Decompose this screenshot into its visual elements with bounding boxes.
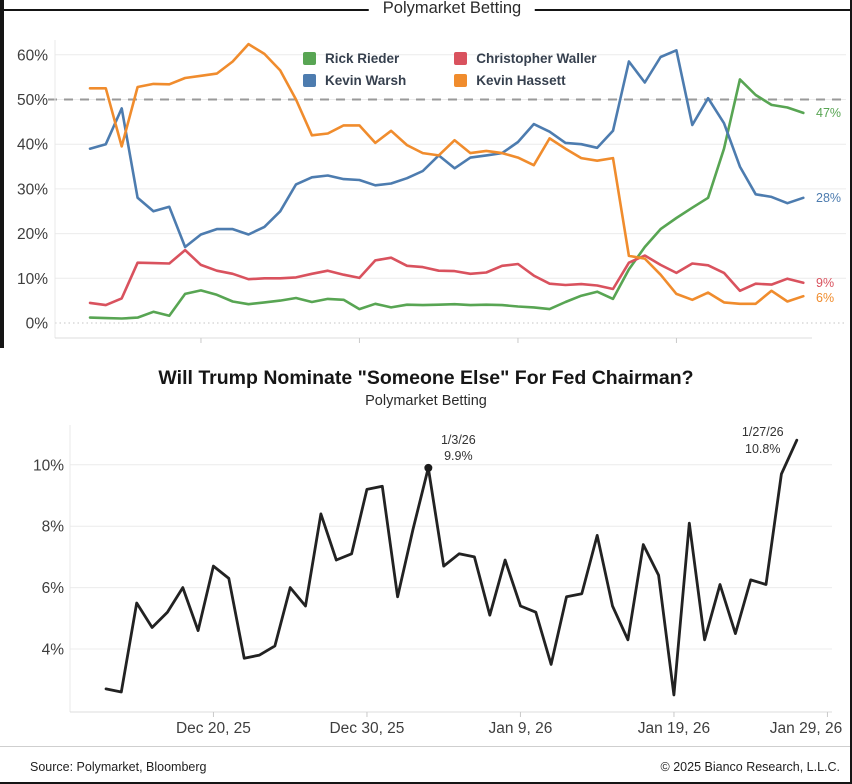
legend-swatch-green-icon <box>303 52 316 65</box>
legend-swatch-red-icon <box>454 52 468 65</box>
y-tick-label: 40% <box>17 137 48 154</box>
y-tick-label: 60% <box>17 47 48 64</box>
y-tick-label: 4% <box>42 642 65 659</box>
y-tick-label: 8% <box>42 519 65 536</box>
y-tick-label: 50% <box>17 92 48 109</box>
y-tick-label: 20% <box>17 226 48 243</box>
top-chart-legend: Rick Rieder Christopher Waller Kevin War… <box>303 51 597 88</box>
legend-item-kevin-hassett: Kevin Hassett <box>454 73 596 88</box>
end-label-rick-rieder: 47% <box>816 106 841 120</box>
series-line-kevin-warsh <box>88 48 805 249</box>
x-tick-label: Jan 9, 26 <box>489 720 553 737</box>
legend-item-christopher-waller: Christopher Waller <box>454 51 597 66</box>
annotation-date: 1/27/26 <box>742 425 784 439</box>
footer-source: Source: Polymarket, Bloomberg <box>30 760 207 774</box>
legend-label: Christopher Waller <box>476 51 597 66</box>
series-line-kevin-hassett <box>88 42 805 306</box>
panel-border-left <box>0 0 4 348</box>
annotation-value: 10.8% <box>745 442 780 456</box>
y-tick-label: 10% <box>33 457 64 474</box>
x-tick-label: Dec 30, 25 <box>329 720 404 737</box>
series-line-christopher-waller <box>88 248 805 307</box>
annotation-date: 1/3/26 <box>441 433 476 447</box>
y-tick-label: 0% <box>26 316 49 333</box>
end-label-kevin-warsh: 28% <box>816 191 841 205</box>
bottom-chart-title: Will Trump Nominate "Someone Else" For F… <box>158 367 694 389</box>
x-tick-label: Dec 20, 25 <box>176 720 251 737</box>
annotation-value: 9.9% <box>444 449 473 463</box>
footer: Source: Polymarket, Bloomberg © 2025 Bia… <box>0 746 852 784</box>
legend-swatch-orange-icon <box>454 74 468 87</box>
y-tick-label: 6% <box>42 580 65 597</box>
end-label-christopher-waller: 9% <box>816 276 834 290</box>
x-tick-label: Jan 19, 26 <box>638 720 710 737</box>
footer-copyright: © 2025 Bianco Research, L.L.C. <box>660 760 840 774</box>
legend-label: Kevin Warsh <box>325 73 407 88</box>
y-tick-label: 10% <box>17 271 48 288</box>
panel-border-right <box>850 0 852 784</box>
series-line-someone-else <box>104 438 799 697</box>
bottom-chart-subtitle: Polymarket Betting <box>365 393 487 409</box>
panel-border-bottom <box>0 782 852 784</box>
annotation-dot <box>424 463 433 472</box>
legend-item-kevin-warsh: Kevin Warsh <box>303 73 406 88</box>
legend-label: Kevin Hassett <box>476 73 566 88</box>
top-chart-subtitle: Polymarket Betting <box>368 0 536 18</box>
legend-label: Rick Rieder <box>325 51 400 66</box>
end-label-kevin-hassett: 6% <box>816 291 834 305</box>
legend-swatch-blue-icon <box>303 74 316 87</box>
series-line-rick-rieder <box>88 78 805 320</box>
x-tick-label: Jan 29, 26 <box>770 720 842 737</box>
legend-item-rick-rieder: Rick Rieder <box>303 51 406 66</box>
y-tick-label: 30% <box>17 181 48 198</box>
